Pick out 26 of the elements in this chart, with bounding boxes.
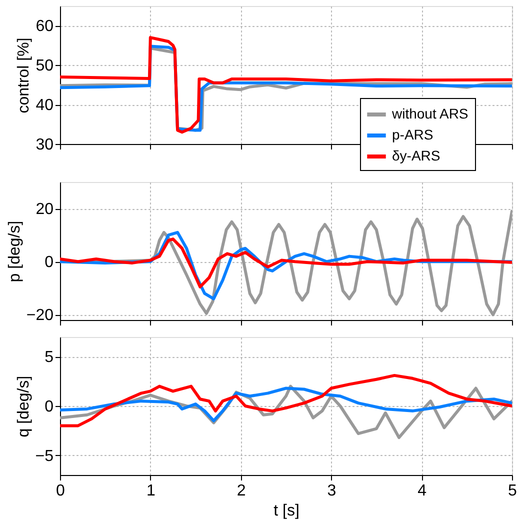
line-series <box>60 374 512 428</box>
y-tick-label: 5 <box>44 349 54 366</box>
x-tick-label: 2 <box>236 482 246 500</box>
legend-label: without ARS <box>391 106 468 122</box>
x-tick-label: 0 <box>56 482 66 500</box>
y-axis-title: p [deg/s] <box>6 220 24 282</box>
y-tick-label: 20 <box>36 201 54 218</box>
x-tick-label: 5 <box>508 482 518 500</box>
x-axis-title: t [s] <box>274 502 300 520</box>
y-tick-label: 0 <box>44 254 54 272</box>
y-axis-title: control [%] <box>16 38 33 114</box>
x-tick-label: 4 <box>418 482 427 500</box>
y-tick-label: 40 <box>36 97 54 114</box>
line-series <box>60 386 512 422</box>
y-tick-label: −5 <box>35 448 54 465</box>
x-tick-label: 1 <box>146 482 156 500</box>
y-axis-title: q [deg/s] <box>15 376 32 438</box>
legend-label: δy-ARS <box>392 148 440 164</box>
y-tick-label: 30 <box>36 136 54 154</box>
legend-label: p-ARS <box>392 126 434 142</box>
line-series <box>60 238 512 288</box>
y-tick-label: −20 <box>26 307 54 324</box>
y-tick-label: 0 <box>44 398 54 416</box>
x-tick-label: 3 <box>327 482 336 500</box>
y-tick-label: 60 <box>36 18 54 36</box>
y-tick-label: 50 <box>36 58 54 75</box>
